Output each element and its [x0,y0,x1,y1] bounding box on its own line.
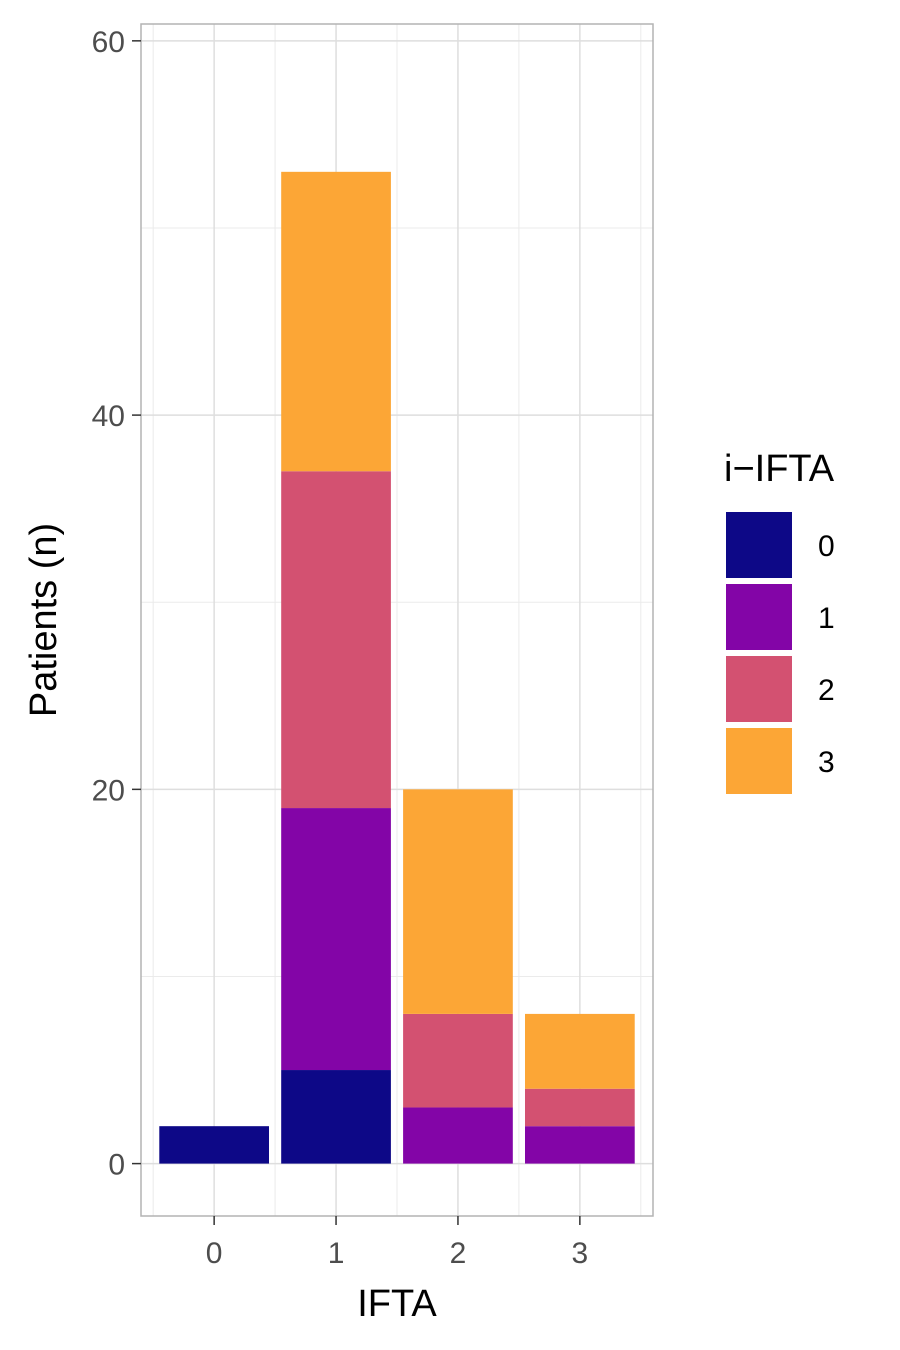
legend-label: 3 [818,746,835,779]
y-tick-label: 40 [92,400,125,433]
legend: i−IFTA 0 1 2 3 [724,448,835,794]
x-tick-label: 1 [328,1237,345,1270]
bar-ifta-2-iifta-2 [403,1013,513,1108]
x-axis-title: IFTA [357,1283,437,1325]
legend-label: 2 [818,674,835,707]
bar-ifta-1-iifta-3 [281,171,391,472]
x-axis: 0 1 2 3 [206,1216,588,1270]
x-tick-label: 3 [572,1237,589,1270]
bar-ifta-0-iifta-0 [159,1126,269,1164]
y-axis-title: Patients (n) [23,523,65,717]
panel-border [140,23,654,1217]
legend-key [726,728,792,794]
x-tick-label: 2 [450,1237,467,1270]
bar-ifta-2-iifta-1 [403,1107,513,1164]
bar-ifta-1-iifta-2 [281,471,391,809]
legend-label: 0 [818,530,835,563]
y-axis: 0 20 40 60 [92,26,141,1182]
bar-ifta-3-iifta-1 [525,1126,635,1164]
legend-key [726,656,792,722]
bar-ifta-1-iifta-1 [281,808,391,1071]
bar-ifta-3-iifta-2 [525,1088,635,1127]
y-tick-label: 60 [92,26,125,59]
bar-ifta-3-iifta-3 [525,1013,635,1089]
legend-title: i−IFTA [724,448,835,490]
legend-label: 1 [818,602,835,635]
bars [159,171,635,1164]
x-tick-label: 0 [206,1237,223,1270]
y-tick-label: 20 [92,774,125,807]
bar-ifta-1-iifta-0 [281,1070,391,1164]
y-tick-label: 0 [108,1149,125,1182]
bar-ifta-2-iifta-3 [403,789,513,1014]
legend-key [726,584,792,650]
legend-key [726,512,792,578]
